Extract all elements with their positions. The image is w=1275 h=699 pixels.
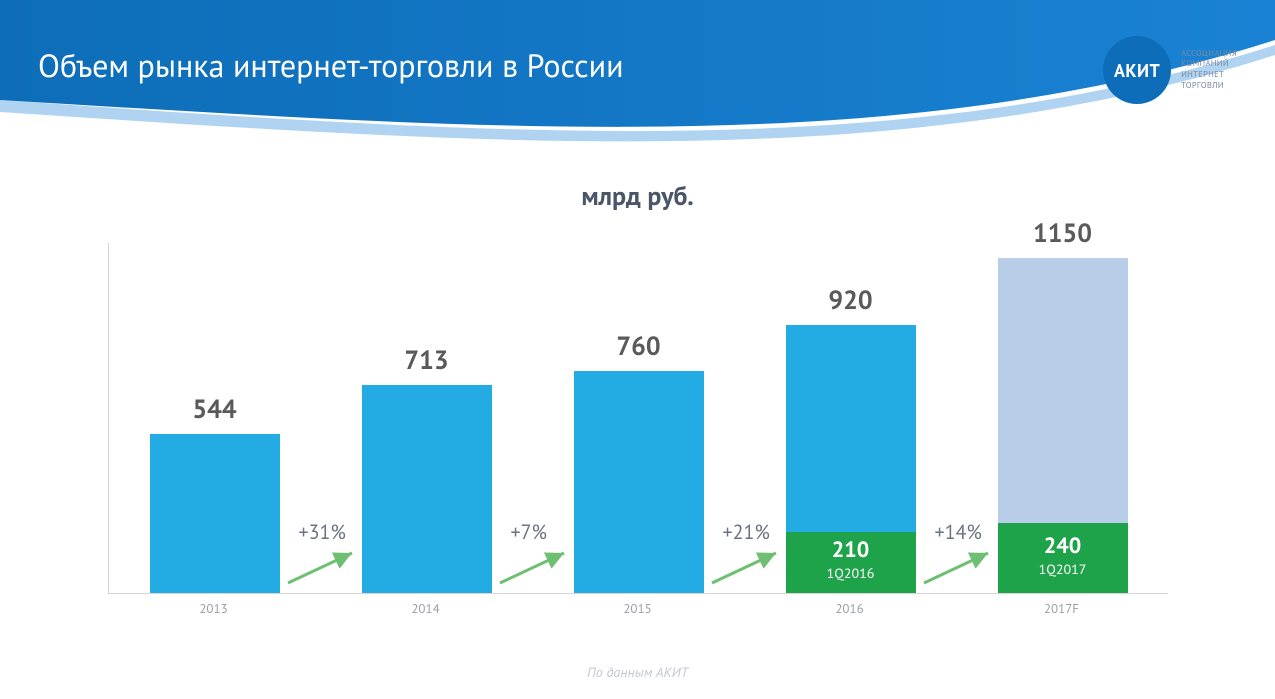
growth-label: +7% [511, 519, 547, 545]
xaxis-label: 2014 [411, 600, 439, 617]
bar-value-label: 760 [574, 330, 704, 363]
bar-value-label: 713 [362, 344, 492, 377]
growth-arrow-icon [710, 547, 780, 587]
segment-label: 2401Q2017 [998, 532, 1128, 578]
bar-segment [150, 434, 280, 593]
bar-2015: 760 [574, 371, 704, 593]
logo: АКИТ Ассоциациякомпанийинтернетторговли [1103, 36, 1237, 104]
xaxis-label: 2013 [199, 600, 227, 617]
growth-label: +14% [935, 519, 982, 545]
growth-label: +21% [723, 519, 770, 545]
growth-arrow-icon [286, 547, 356, 587]
page-title: Объем рынка интернет-торговли в России [38, 44, 624, 86]
footer-source: По данным АКИТ [0, 663, 1275, 681]
bar-2014: 713 [362, 385, 492, 593]
bar-segment [362, 385, 492, 593]
header-banner: Объем рынка интернет-торговли в России А… [0, 0, 1275, 140]
bar-segment [786, 325, 916, 532]
growth-arrow-icon [922, 547, 992, 587]
logo-subtitle: Ассоциациякомпанийинтернетторговли [1181, 49, 1237, 92]
xaxis-label: 2017F [1044, 600, 1079, 617]
bar-2016: 2101Q2016920 [786, 325, 916, 593]
bar-value-label: 544 [150, 393, 280, 426]
xaxis-label: 2015 [623, 600, 651, 617]
logo-badge: АКИТ [1103, 36, 1171, 104]
growth-arrow-icon [498, 547, 568, 587]
growth-label: +31% [299, 519, 346, 545]
chart-plot: 5447137602101Q20169202401Q20171150+31%+7… [108, 243, 1168, 594]
chart: млрд руб. 5447137602101Q20169202401Q2017… [108, 180, 1168, 628]
bar-value-label: 1150 [998, 217, 1128, 250]
segment-label: 2101Q2016 [786, 536, 916, 582]
xaxis-label: 2016 [835, 600, 863, 617]
bar-2017F: 2401Q20171150 [998, 258, 1128, 593]
bar-segment [574, 371, 704, 593]
bar-2013: 544 [150, 434, 280, 593]
bar-value-label: 920 [786, 284, 916, 317]
chart-xaxis: 2013 2014 2015 2016 2017F [108, 600, 1168, 628]
chart-title: млрд руб. [108, 180, 1168, 213]
bar-segment [998, 258, 1128, 523]
